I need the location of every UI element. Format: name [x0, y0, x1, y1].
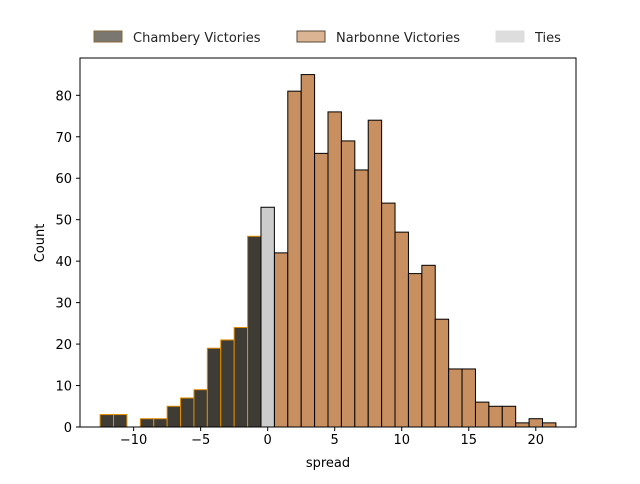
- bar-chambery: [166, 405, 182, 428]
- bar-narbonne: [448, 368, 463, 428]
- bar-chambery: [180, 397, 195, 428]
- legend-swatch-ties: [495, 30, 525, 43]
- x-tick-label: 15: [460, 433, 477, 448]
- x-axis-label: spread: [306, 456, 350, 471]
- bar-narbonne: [314, 152, 329, 428]
- bar-ties: [260, 206, 275, 428]
- y-tick-label: 50: [55, 214, 72, 229]
- x-tick-label: 5: [331, 433, 339, 448]
- bar-chambery: [193, 389, 208, 428]
- y-tick-label: 40: [55, 255, 72, 270]
- bar-narbonne: [421, 264, 436, 428]
- bar-chambery: [247, 235, 262, 428]
- bar-chambery: [113, 414, 128, 428]
- bar-narbonne: [300, 74, 316, 428]
- bar-narbonne: [407, 273, 423, 428]
- bar-narbonne: [287, 90, 302, 428]
- y-tick-label: 70: [55, 131, 72, 146]
- legend-label-ties: Ties: [534, 31, 561, 46]
- bar-chambery: [153, 418, 168, 428]
- bar-narbonne: [515, 422, 530, 428]
- bar-narbonne: [528, 418, 543, 428]
- bar-narbonne: [461, 368, 476, 428]
- bar-narbonne: [394, 231, 409, 428]
- legend-swatch-narbonne: [296, 30, 326, 43]
- x-tick-label: 20: [528, 433, 545, 448]
- bar-narbonne: [434, 318, 450, 428]
- bar-narbonne: [367, 119, 383, 428]
- bar-chambery: [220, 339, 235, 428]
- x-axis-ticks: −10 −5 0 5 10 15 20: [120, 427, 544, 448]
- bar-narbonne: [273, 252, 289, 428]
- x-tick-label: 10: [393, 433, 410, 448]
- y-tick-label: 60: [55, 172, 72, 187]
- x-tick-label: 0: [264, 433, 272, 448]
- x-tick-label: −10: [120, 433, 147, 448]
- bar-chambery: [233, 326, 249, 428]
- histogram-bars: [99, 74, 557, 428]
- bar-narbonne: [501, 405, 517, 428]
- legend: Chambery Victories Narbonne Victories Ti…: [93, 30, 561, 46]
- bar-narbonne: [354, 169, 369, 428]
- bar-narbonne: [327, 111, 342, 428]
- y-axis-label: Count: [33, 224, 48, 263]
- bar-narbonne: [474, 401, 490, 428]
- bar-chambery: [139, 418, 155, 428]
- y-tick-label: 10: [55, 380, 72, 395]
- legend-swatch-chambery: [93, 30, 123, 43]
- bar-chambery: [99, 414, 115, 428]
- y-tick-label: 80: [55, 89, 72, 104]
- y-tick-label: 20: [55, 338, 72, 353]
- y-tick-label: 0: [64, 421, 72, 436]
- legend-label-chambery: Chambery Victories: [133, 31, 261, 46]
- plot-frame: [79, 57, 577, 428]
- y-tick-label: 30: [55, 297, 72, 312]
- legend-label-narbonne: Narbonne Victories: [336, 31, 460, 46]
- bar-chambery: [206, 347, 222, 428]
- x-tick-label: −5: [191, 433, 210, 448]
- y-axis-ticks: 0 10 20 30 40 50 60 70 80: [55, 89, 80, 436]
- bar-narbonne: [488, 405, 503, 428]
- bar-narbonne: [381, 202, 396, 428]
- bar-narbonne: [340, 140, 356, 428]
- bar-narbonne: [541, 422, 557, 428]
